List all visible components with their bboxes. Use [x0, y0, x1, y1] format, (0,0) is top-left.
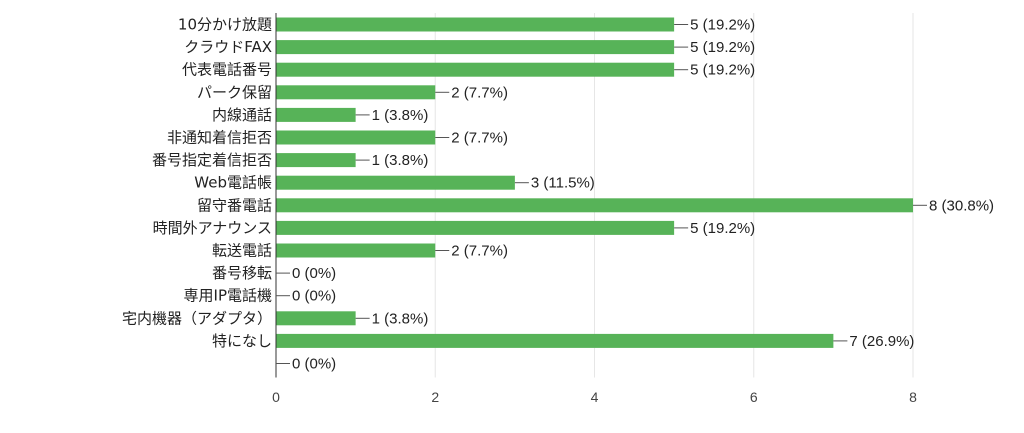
x-tick-label-0: 0	[272, 389, 280, 405]
bars-layer	[276, 17, 913, 348]
category-label-4: 内線通話	[212, 106, 272, 124]
bar-0	[276, 17, 675, 32]
bar-13	[276, 311, 356, 326]
data-label-3: 2 (7.7%)	[451, 84, 508, 101]
bar-2	[276, 62, 675, 77]
data-label-13: 1 (3.8%)	[372, 310, 429, 327]
category-label-5: 非通知着信拒否	[167, 129, 272, 147]
category-label-10: 転送電話	[212, 242, 272, 260]
bar-9	[276, 220, 675, 235]
bar-4	[276, 107, 356, 122]
category-label-1: クラウドFAX	[184, 38, 272, 56]
labels-layer: 10分かけ放題 5 (19.2%) クラウドFAX 5 (19.2%) 代表電話番号 5 …	[122, 16, 994, 373]
category-label-8: 留守番電話	[197, 196, 272, 214]
bar-10	[276, 243, 436, 258]
category-label-6: 番号指定着信拒否	[152, 151, 272, 169]
data-label-0: 5 (19.2%)	[690, 17, 755, 34]
bar-7	[276, 175, 515, 190]
bar-1	[276, 40, 675, 55]
x-tick-label-3: 6	[750, 389, 758, 405]
bar-6	[276, 153, 356, 168]
data-label-15: 0 (0%)	[292, 356, 336, 373]
category-label-13: 宅内機器（アダプタ）	[122, 309, 272, 327]
data-label-10: 2 (7.7%)	[451, 243, 508, 260]
category-label-3: パーク保留	[197, 83, 272, 101]
data-label-7: 3 (11.5%)	[531, 175, 595, 192]
category-label-14: 特になし	[212, 332, 272, 350]
data-label-8: 8 (30.8%)	[929, 197, 994, 214]
data-label-1: 5 (19.2%)	[690, 39, 755, 56]
bar-3	[276, 85, 436, 100]
category-label-11: 番号移転	[212, 264, 272, 282]
data-label-4: 1 (3.8%)	[372, 107, 429, 124]
x-tick-label-4: 8	[909, 389, 917, 405]
data-label-9: 5 (19.2%)	[690, 220, 755, 237]
data-label-11: 0 (0%)	[292, 265, 336, 282]
data-label-5: 2 (7.7%)	[451, 130, 508, 147]
bar-8	[276, 198, 913, 213]
category-label-9: 時間外アナウンス	[153, 219, 272, 237]
data-label-2: 5 (19.2%)	[690, 62, 755, 79]
category-label-12: 専用IP電話機	[184, 287, 272, 305]
data-label-14: 7 (26.9%)	[849, 333, 914, 350]
category-label-7: Web電話帳	[194, 174, 272, 192]
x-tick-label-1: 2	[431, 389, 439, 405]
axis-layer: 0 2 4 6 8	[272, 13, 917, 405]
bar-14	[276, 333, 834, 348]
category-label-2: 代表電話番号	[182, 61, 272, 79]
x-tick-label-2: 4	[591, 389, 599, 405]
data-label-12: 0 (0%)	[292, 288, 336, 305]
category-label-0: 10分かけ放題	[178, 16, 272, 34]
data-label-6: 1 (3.8%)	[372, 152, 429, 169]
bar-5	[276, 130, 436, 145]
